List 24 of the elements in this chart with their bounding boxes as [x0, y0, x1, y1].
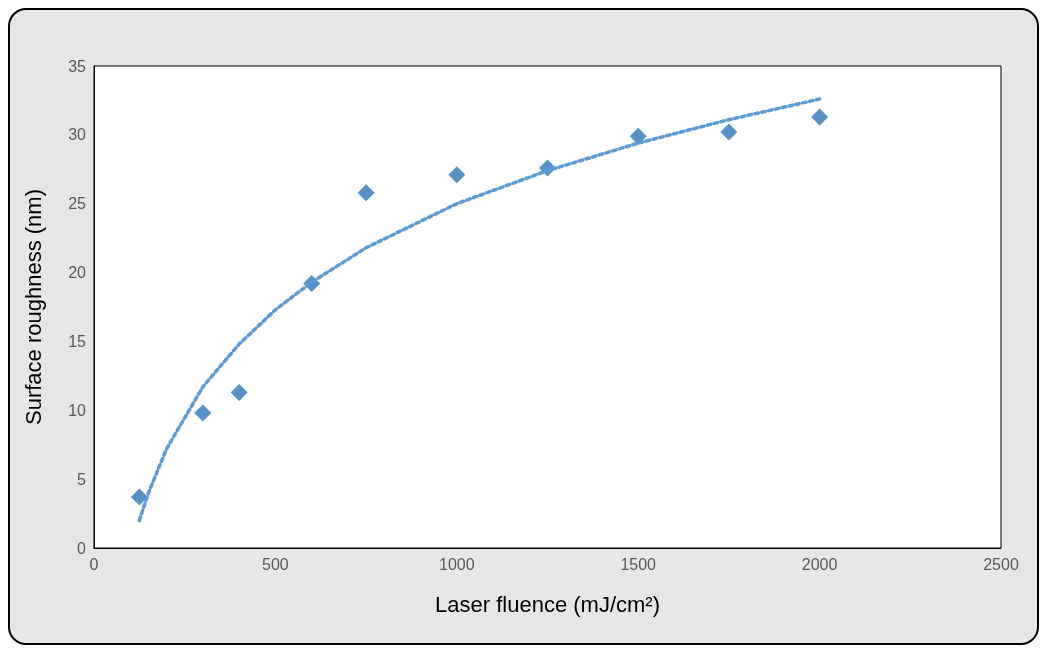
point: [629, 127, 647, 145]
y-tick-label: 15: [68, 332, 87, 350]
y-tick-label: 20: [68, 264, 87, 282]
x-tick-label: 2500: [983, 555, 1019, 573]
y-tick-label: 25: [68, 195, 87, 213]
y-tick-label: 5: [77, 470, 87, 488]
point: [357, 184, 375, 202]
x-tick-label: 1000: [439, 555, 475, 573]
point: [448, 166, 466, 184]
y-tick-label: 10: [68, 401, 87, 419]
y-axis-title: Surface roughness (nm): [20, 189, 46, 425]
x-tick-label: 2000: [801, 555, 838, 573]
point: [194, 404, 212, 422]
x-axis-title: Laser fluence (mJ/cm²): [435, 591, 660, 617]
y-tick-label: 35: [68, 57, 87, 75]
point: [130, 488, 148, 506]
point: [811, 108, 829, 126]
y-tick-label: 30: [68, 126, 87, 144]
point: [720, 123, 738, 141]
x-tick-label: 1500: [620, 555, 657, 573]
y-tick-label: 0: [77, 539, 87, 557]
x-tick-label: 500: [262, 555, 289, 573]
point: [230, 383, 248, 401]
x-tick-label: 0: [89, 555, 99, 573]
